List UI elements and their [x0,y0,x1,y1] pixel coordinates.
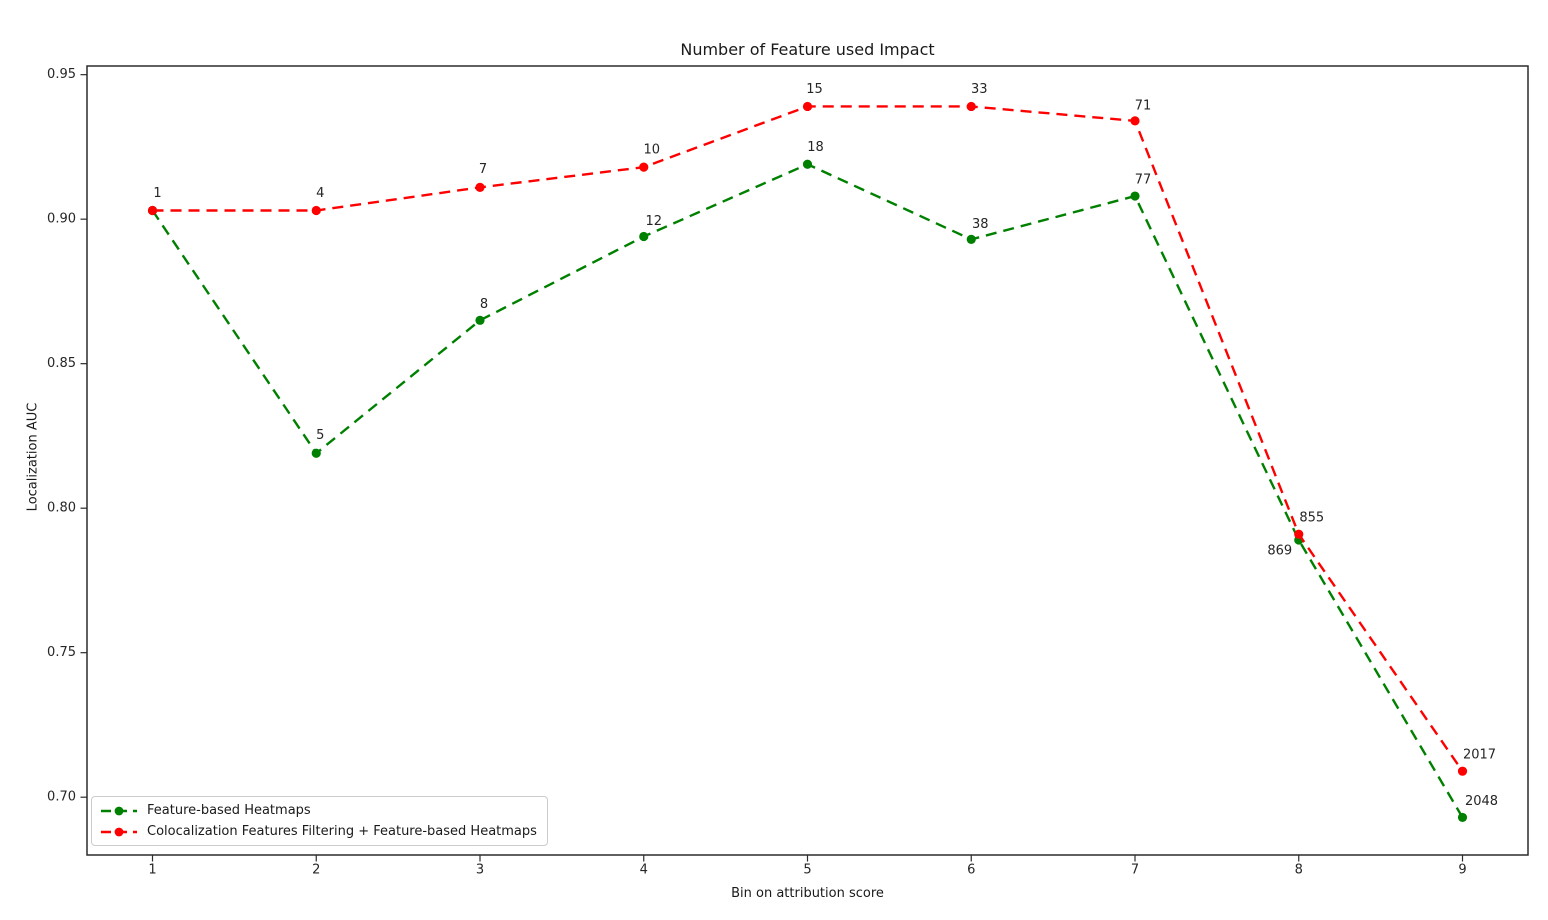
point-annotation: 4 [316,186,324,201]
point-annotation: 12 [645,214,662,229]
data-point-marker [1294,529,1304,539]
point-annotation: 18 [807,140,824,155]
y-axis-label-text: Localization AUC [25,402,41,512]
point-annotation: 869 [1267,543,1292,558]
data-point-marker [802,159,813,169]
point-annotation: 15 [806,82,823,97]
y-tick-label: 0.85 [47,356,76,371]
x-tick-label: 3 [476,863,484,878]
x-tick-label: 9 [1458,863,1466,878]
data-point-marker [1130,116,1140,126]
y-tick-label: 0.90 [47,212,76,227]
x-tick-label: 2 [312,863,320,878]
data-point-marker [802,101,813,112]
data-point-marker [1130,191,1140,201]
legend: Feature-based Heatmaps Colocalization Fe… [91,796,548,846]
data-point-marker [639,231,649,242]
x-tick-label: 1 [148,863,156,878]
x-tick-label: 5 [803,863,811,878]
legend-marker-dot [114,806,124,815]
legend-label: Colocalization Features Filtering + Feat… [147,824,537,839]
point-annotation: 8 [480,297,488,312]
x-tick-label: 4 [640,863,648,878]
legend-label: Feature-based Heatmaps [147,803,311,818]
point-annotation: 7 [479,162,487,177]
data-point-marker [147,205,158,216]
x-tick-label: 6 [967,863,975,878]
point-annotation: 1 [153,186,161,201]
data-point-marker [639,162,649,172]
legend-line-sample-red [101,827,137,836]
legend-line-sample-green [101,806,137,815]
axes-frame [86,65,1529,856]
data-point-marker [475,315,485,325]
chart-title: Number of Feature used Impact [680,40,935,59]
x-tick-label: 8 [1295,863,1303,878]
y-tick-label: 0.80 [47,501,76,516]
y-tick-label: 0.75 [47,645,76,660]
point-annotation: 855 [1299,511,1324,526]
data-point-marker [475,182,485,192]
data-point-marker [311,205,321,216]
legend-item-feature-based-heatmaps: Feature-based Heatmaps [100,801,537,820]
y-tick-label: 0.95 [47,67,76,82]
point-annotation: 2017 [1463,748,1496,763]
data-point-marker [1457,766,1468,776]
point-annotation: 10 [643,143,660,158]
x-tick-label: 7 [1131,863,1139,878]
point-annotation: 5 [316,428,324,443]
series-line [151,162,1464,819]
point-annotation: 33 [971,82,988,97]
y-tick-label: 0.70 [47,790,76,805]
point-annotation: 2048 [1465,794,1498,809]
point-annotation: 38 [972,217,989,232]
series-line [152,105,1464,772]
data-point-marker [311,448,321,458]
point-annotation: 71 [1135,98,1152,113]
x-axis-label: Bin on attribution score [731,886,884,901]
legend-item-colocalization-filtering: Colocalization Features Filtering + Feat… [100,822,537,841]
legend-marker-dot [114,827,124,836]
data-point-marker [966,101,976,112]
point-annotation: 77 [1135,173,1152,188]
data-point-marker [1457,812,1468,823]
data-point-marker [966,234,976,245]
